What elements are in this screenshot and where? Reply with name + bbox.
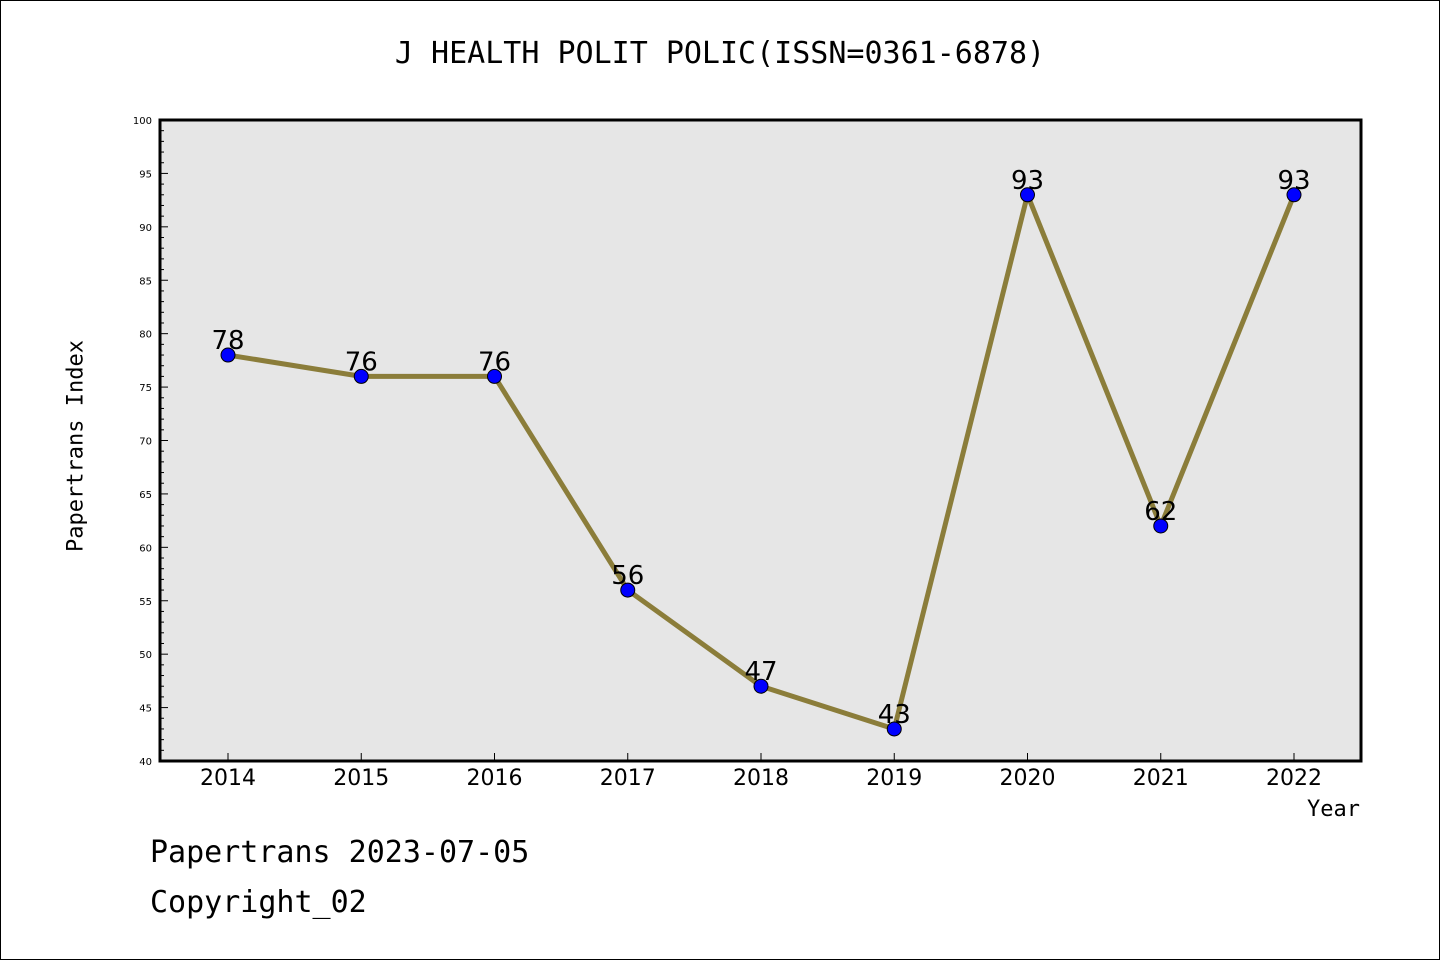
data-label: 93 [1277,166,1310,196]
y-tick-label: 100 [133,116,152,127]
x-tick-label: 2022 [1266,766,1322,791]
data-point [353,368,369,384]
data-label: 47 [744,657,777,687]
data-point [886,721,902,737]
footer-date: Papertrans 2023-07-05 [150,835,530,870]
y-tick-label: 90 [139,223,152,234]
data-points [220,187,1302,737]
x-tick-label: 2019 [866,766,922,791]
y-minor-ticks [160,130,164,751]
x-tick-label: 2015 [333,766,389,791]
x-tick-label: 2021 [1133,766,1189,791]
data-point [1153,518,1169,534]
y-tick-label: 55 [139,597,152,608]
data-label: 76 [345,347,378,377]
x-tick-label: 2017 [600,766,656,791]
data-label: 62 [1144,497,1177,527]
y-tick-label: 75 [139,383,152,394]
y-tick-label: 80 [139,330,152,341]
x-axis-ticks: 2014 2015 2016 2017 2018 2019 2020 2021 2022 [200,753,1322,791]
footer-copyright: Copyright_02 [150,885,367,920]
y-tick-label: 95 [139,169,152,180]
data-label: 76 [478,347,511,377]
data-label: 43 [878,700,911,730]
y-tick-label: 45 [139,704,152,715]
data-point [487,368,502,384]
y-axis-ticks: 40 45 50 55 60 65 70 75 80 85 90 95 100 [133,116,168,768]
x-tick-label: 2020 [1000,766,1056,791]
y-tick-label: 85 [139,276,152,287]
y-tick-label: 50 [139,650,152,661]
y-tick-label: 65 [139,490,152,501]
data-label: 78 [211,326,244,356]
x-tick-label: 2014 [200,766,256,791]
x-axis-label: Year [1307,797,1360,822]
x-tick-label: 2018 [733,766,789,791]
plot-area [158,118,1363,763]
y-tick-label: 60 [139,543,152,554]
y-tick-label: 70 [139,437,152,448]
data-point [620,582,636,598]
chart-title: J HEALTH POLIT POLIC(ISSN=0361-6878) [394,36,1046,71]
data-label: 56 [611,561,644,591]
x-tick-label: 2016 [467,766,523,791]
data-point [753,678,769,694]
data-point [1020,187,1035,203]
data-labels: 78 76 76 56 47 43 93 62 93 [211,166,1310,730]
data-label: 93 [1011,166,1044,196]
data-point [1286,187,1302,203]
y-tick-label: 40 [139,757,152,768]
data-point [220,347,236,363]
